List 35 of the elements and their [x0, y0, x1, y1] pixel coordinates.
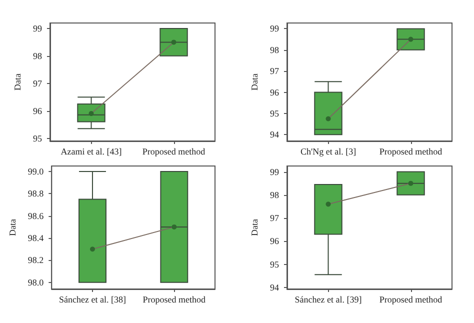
x-tick-label: Ch'Ng et al. [3]: [300, 146, 356, 156]
y-tick-label: 94: [270, 130, 280, 140]
y-tick-label: 98.4: [28, 233, 44, 244]
y-axis-title: Data: [8, 219, 18, 236]
y-tick-label: 94: [270, 282, 280, 292]
y-tick-label: 95: [270, 259, 280, 270]
y-axis-title: Data: [250, 74, 260, 90]
x-tick-label: Azami et al. [43]: [60, 146, 122, 156]
x-tick-label: Sánchez et al. [38]: [59, 294, 126, 304]
y-tick-label: 98: [33, 50, 42, 61]
y-tick-label: 99: [33, 23, 42, 34]
y-tick-label: 96: [33, 106, 42, 116]
y-tick-label: 98.0: [28, 277, 44, 288]
x-tick-label: Proposed method: [142, 294, 206, 304]
y-tick-label: 97: [270, 213, 280, 224]
y-tick-label: 97: [270, 66, 280, 76]
y-tick-label: 98.8: [28, 188, 44, 199]
y-tick-label: 98: [270, 190, 280, 200]
y-tick-label: 96: [270, 87, 280, 98]
y-tick-label: 98.2: [28, 255, 44, 266]
y-axis-title: Data: [12, 74, 23, 90]
y-tick-label: 99: [270, 24, 280, 34]
y-tick-label: 99.0: [28, 166, 44, 177]
x-tick-label: Proposed method: [379, 294, 443, 304]
y-tick-label: 97: [33, 78, 42, 88]
y-tick-label: 99: [270, 166, 280, 177]
x-tick-label: Proposed method: [379, 146, 443, 156]
y-tick-label: 95: [270, 108, 280, 118]
y-tick-label: 98.6: [28, 210, 44, 221]
y-tick-label: 98: [270, 44, 280, 55]
y-tick-label: 96: [270, 236, 280, 246]
x-tick-label: Sánchez et al. [39]: [294, 294, 362, 304]
x-tick-label: Proposed method: [142, 146, 206, 156]
y-axis-title: Data: [250, 219, 260, 236]
y-tick-label: 95: [33, 133, 42, 144]
